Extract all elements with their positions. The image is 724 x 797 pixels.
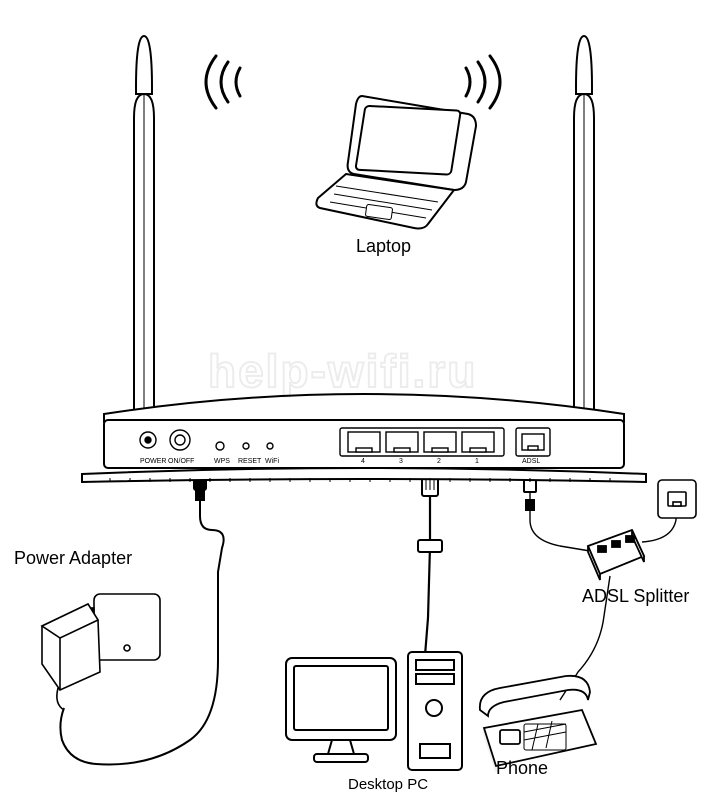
adsl-splitter-label: ADSL Splitter <box>582 586 689 607</box>
diagram-stage: Laptop <box>0 0 724 797</box>
port-label-lan1: 1 <box>475 458 479 465</box>
phone-label: Phone <box>496 758 548 779</box>
port-label-lan3: 3 <box>399 458 403 465</box>
port-label-wps: WPS <box>214 458 230 465</box>
wall-socket-icon <box>656 478 700 522</box>
port-label-reset: RESET <box>238 458 261 465</box>
router-icon <box>70 34 660 494</box>
power-adapter-icon <box>28 586 188 736</box>
port-label-lan2: 2 <box>437 458 441 465</box>
edge-ethernet <box>424 482 430 668</box>
adsl-splitter-icon <box>578 516 658 586</box>
port-label-adsl: ADSL <box>522 458 540 465</box>
port-label-onoff: ON/OFF <box>168 458 194 465</box>
power-adapter-label: Power Adapter <box>14 548 132 569</box>
port-label-wifi: WiFi <box>265 458 279 465</box>
desktop-pc-icon <box>280 648 480 788</box>
desktop-pc-label: Desktop PC <box>348 776 428 793</box>
port-label-power: POWER <box>140 458 166 465</box>
port-label-lan4: 4 <box>361 458 365 465</box>
